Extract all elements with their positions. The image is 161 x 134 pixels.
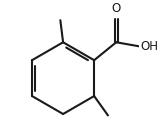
Text: O: O: [112, 2, 121, 15]
Text: OH: OH: [140, 40, 158, 53]
